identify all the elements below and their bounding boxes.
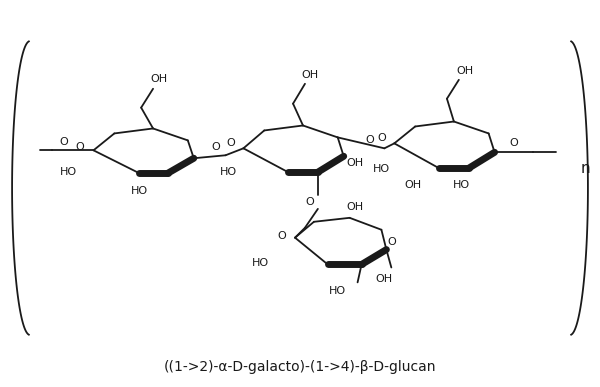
Text: O: O — [59, 137, 68, 147]
Text: O: O — [278, 231, 287, 241]
Text: O: O — [75, 142, 84, 152]
Text: HO: HO — [373, 164, 390, 174]
Text: HO: HO — [220, 167, 237, 177]
Text: HO: HO — [329, 286, 346, 296]
Text: HO: HO — [60, 167, 77, 177]
Text: OH: OH — [376, 274, 393, 284]
Text: OH: OH — [301, 70, 319, 80]
Text: HO: HO — [252, 259, 269, 269]
Text: O: O — [226, 139, 235, 148]
Text: OH: OH — [404, 180, 422, 190]
Text: OH: OH — [346, 202, 363, 212]
Text: O: O — [211, 142, 220, 152]
Text: HO: HO — [453, 180, 470, 190]
Text: O: O — [377, 134, 386, 144]
Text: HO: HO — [131, 186, 148, 196]
Text: OH: OH — [151, 74, 167, 84]
Text: O: O — [387, 237, 396, 247]
Text: OH: OH — [346, 158, 363, 168]
Text: O: O — [365, 135, 374, 146]
Text: n: n — [580, 161, 590, 176]
Text: O: O — [305, 197, 314, 207]
Text: ((1->2)-α-D-galacto)-(1->4)-β-D-glucan: ((1->2)-α-D-galacto)-(1->4)-β-D-glucan — [164, 360, 436, 374]
Text: OH: OH — [456, 66, 473, 76]
Text: O: O — [509, 139, 518, 148]
